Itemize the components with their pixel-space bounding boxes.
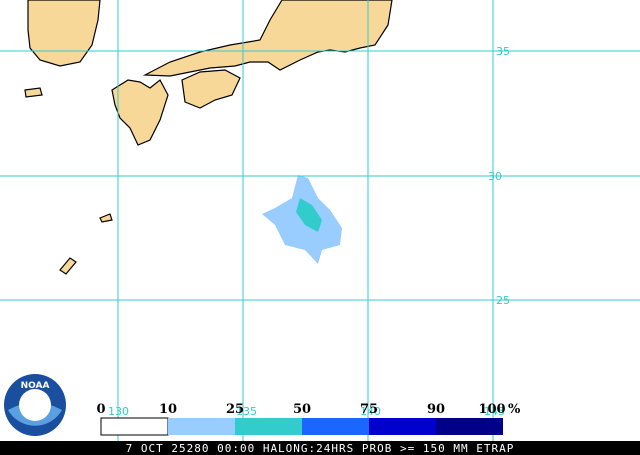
legend-tick: 10	[159, 402, 177, 417]
lon-label: 135	[236, 405, 257, 418]
lat-label: 25	[496, 294, 510, 307]
grid	[0, 0, 640, 441]
legend-tick: 100	[478, 402, 505, 417]
lat-label: 35	[496, 45, 510, 58]
legend-tick: 0	[96, 402, 105, 417]
lon-label: 140	[360, 405, 381, 418]
caption-bar	[0, 441, 640, 455]
legend-unit: %	[508, 402, 521, 417]
legend-swatch	[235, 418, 302, 435]
legend-tick: 50	[293, 402, 311, 417]
logo-text: NOAA	[21, 381, 50, 391]
legend-swatch	[100, 417, 169, 436]
caption: 7 OCT 25280 00:00 HALONG:24HRS PROB >= 1…	[126, 442, 515, 455]
legend-tick: 90	[427, 402, 445, 417]
precip	[262, 175, 342, 264]
legend-tick: 75	[360, 402, 378, 417]
lat-label: 30	[488, 170, 502, 183]
legend-swatch	[168, 418, 235, 435]
logo: NOAA	[4, 374, 66, 436]
legend-swatch	[436, 418, 503, 435]
legend-swatch	[302, 418, 369, 435]
land	[24, 0, 393, 275]
lon-label: 145	[484, 405, 505, 418]
legend: 0 10 25 50 75 90 100 %	[96, 402, 521, 436]
legend-swatch	[369, 418, 436, 435]
legend-tick: 25	[226, 402, 244, 417]
lon-label: 130	[108, 405, 129, 418]
